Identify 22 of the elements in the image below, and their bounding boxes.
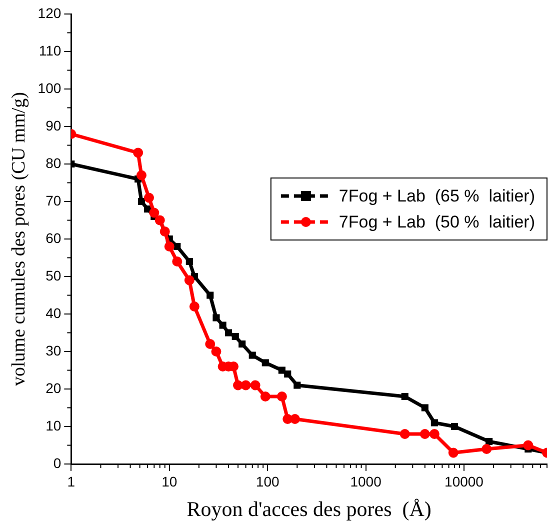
x-tick-label: 1 xyxy=(67,473,76,490)
y-tick-label: 20 xyxy=(46,380,62,396)
x-tick-label: 10000 xyxy=(444,473,484,490)
y-tick-label: 10 xyxy=(46,417,62,434)
legend-label: 7Fog + Lab (50 % laitier) xyxy=(338,212,536,232)
y-tick-label: 100 xyxy=(38,80,62,96)
y-tick-label: 120 xyxy=(38,4,62,21)
x-tick-label: 100 xyxy=(256,473,280,490)
y-axis-title: volume cumules des pores (CU mm/g) xyxy=(8,92,30,386)
y-tick-label: 40 xyxy=(46,304,62,321)
legend-label: 7Fog + Lab (65 % laitier) xyxy=(338,186,536,206)
y-tick-label: 90 xyxy=(46,117,62,134)
x-tick-label: 1000 xyxy=(350,473,382,490)
y-tick-label: 0 xyxy=(53,454,62,471)
y-tick-label: 60 xyxy=(46,230,62,246)
x-axis-title: Royon d'acces des pores (Å) xyxy=(186,496,432,521)
y-tick-label: 30 xyxy=(46,342,62,358)
y-tick-label: 50 xyxy=(46,267,62,284)
x-tick-label: 10 xyxy=(162,473,178,490)
y-tick-label: 70 xyxy=(46,192,62,208)
y-tick-label: 110 xyxy=(38,42,62,58)
y-tick-label: 80 xyxy=(46,154,62,171)
